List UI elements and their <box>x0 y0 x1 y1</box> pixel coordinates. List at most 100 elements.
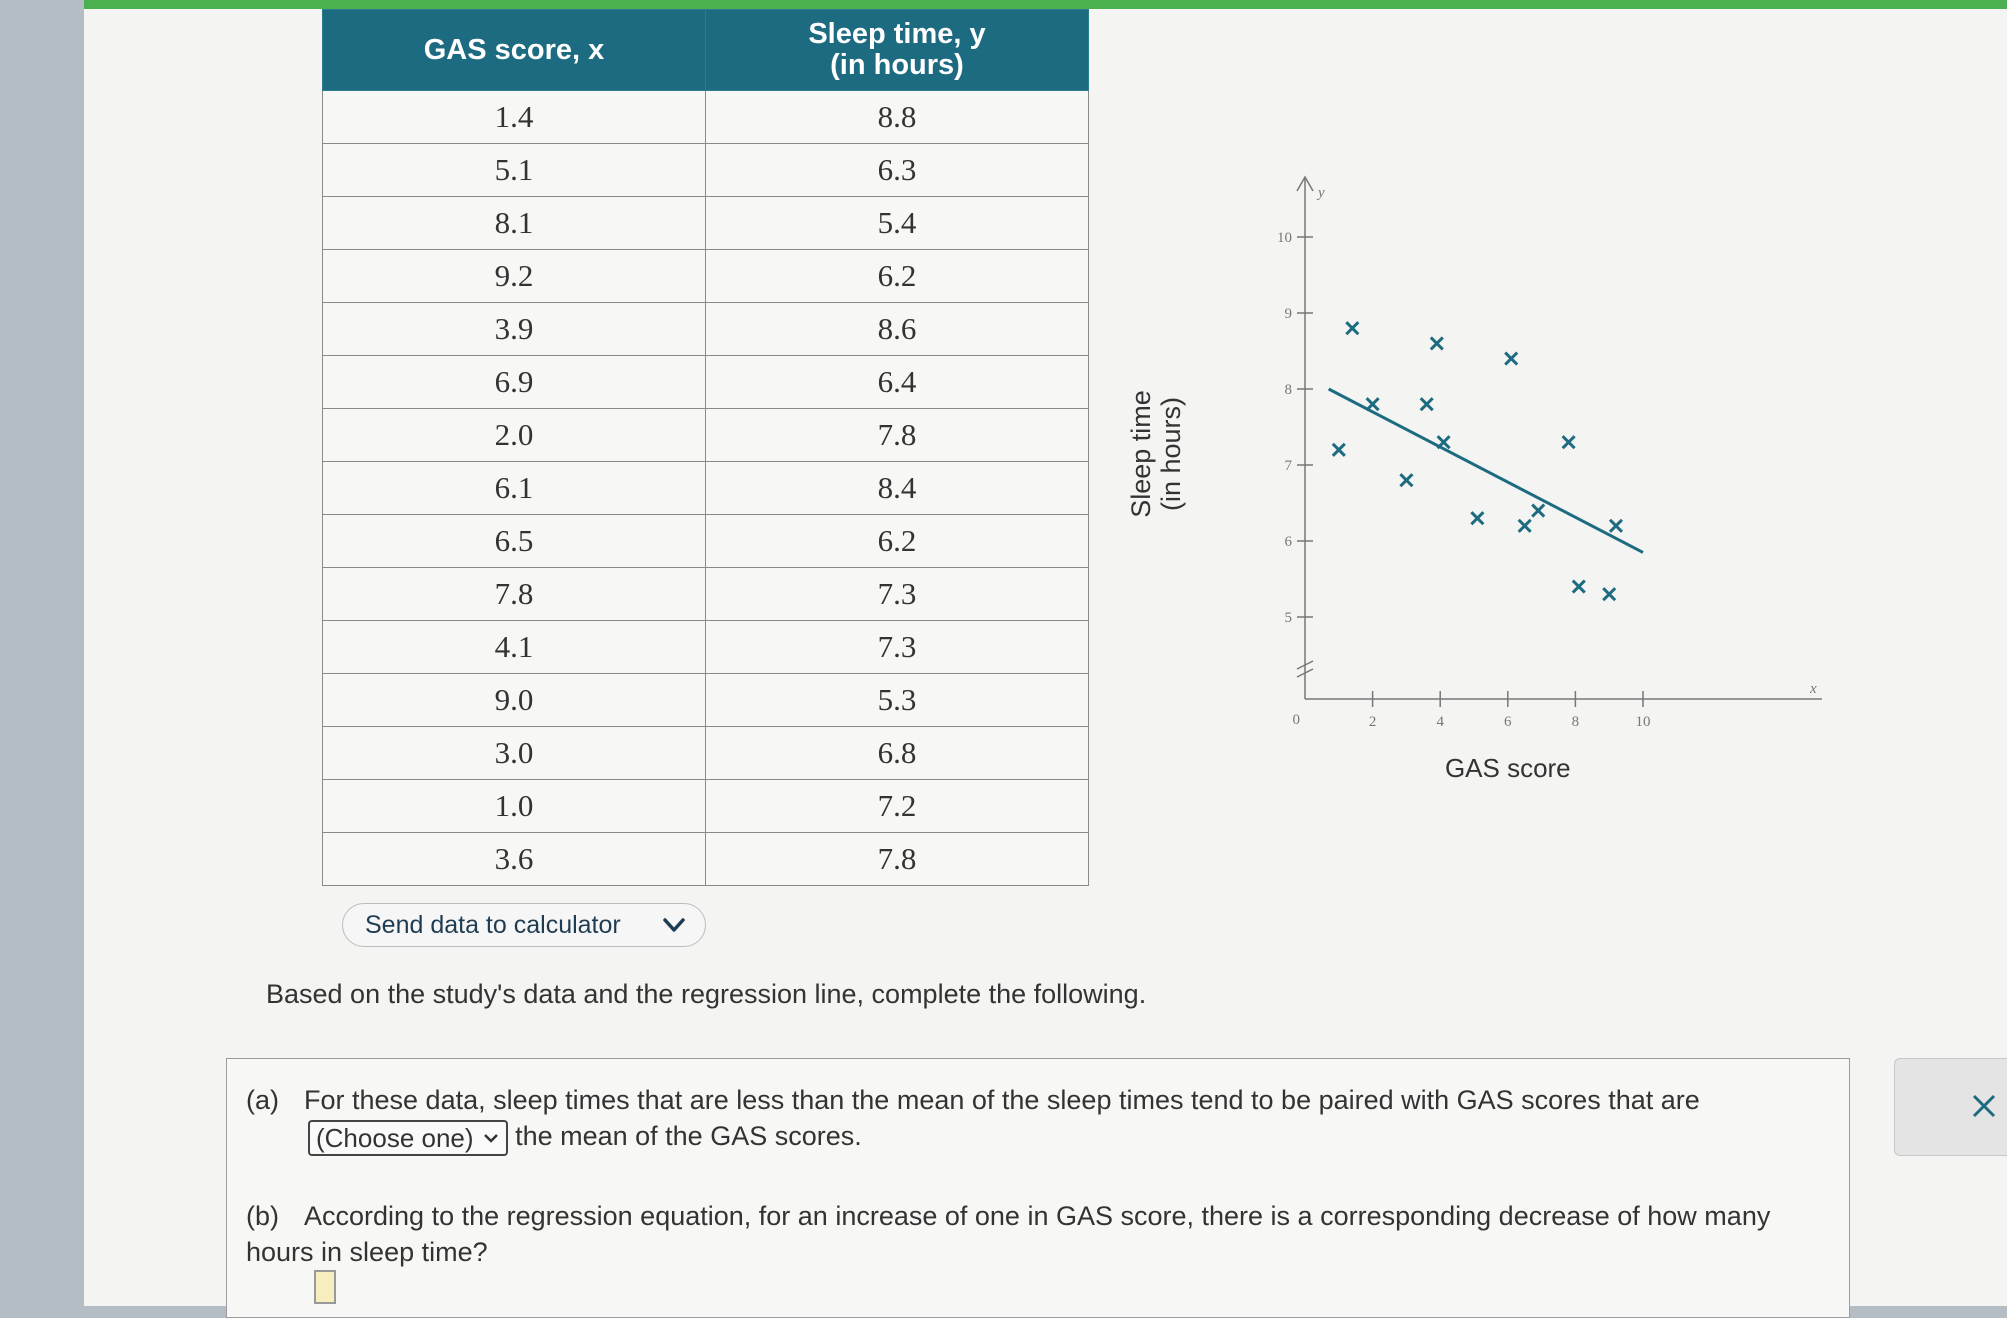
sleep-time-cell: 5.3 <box>705 673 1089 727</box>
question-a-label: (a) <box>246 1085 279 1115</box>
answer-input[interactable] <box>314 1270 336 1304</box>
chevron-down-icon <box>663 918 685 932</box>
sleep-time-cell: 6.4 <box>705 355 1089 409</box>
y-axis-letter: y <box>1316 185 1325 201</box>
table-row: 9.0 5.3 <box>322 673 1089 727</box>
gas-score-cell: 8.1 <box>322 196 706 250</box>
table-row: 9.2 6.2 <box>322 249 1089 303</box>
gas-score-cell: 3.6 <box>322 832 706 886</box>
send-data-to-calculator-button[interactable]: Send data to calculator <box>342 903 706 947</box>
y-tick-label: 5 <box>1285 610 1293 626</box>
data-point <box>1331 442 1346 457</box>
data-point <box>1531 503 1546 518</box>
chevron-down-icon <box>483 1133 498 1143</box>
close-icon <box>1972 1094 1996 1118</box>
data-point <box>1504 351 1519 366</box>
data-point <box>1608 518 1624 533</box>
table-row: 7.8 7.3 <box>322 567 1089 621</box>
top-accent-bar <box>84 0 2007 9</box>
table-row: 3.0 6.8 <box>322 726 1089 780</box>
sleep-time-cell: 8.4 <box>705 461 1089 515</box>
question-b: (b) According to the regression equation,… <box>246 1198 1826 1270</box>
gas-score-cell: 3.0 <box>322 726 706 780</box>
close-button[interactable] <box>1894 1058 2007 1156</box>
sleep-time-cell: 7.3 <box>705 620 1089 674</box>
data-point <box>1436 435 1451 450</box>
axis-break-mark <box>1296 668 1314 678</box>
gas-score-cell: 9.2 <box>322 249 706 303</box>
y-axis-arrow <box>1296 175 1314 192</box>
gas-score-cell: 7.8 <box>322 567 706 621</box>
table-row: 1.0 7.2 <box>322 779 1089 833</box>
instructions-text: Based on the study's data and the regres… <box>266 979 1147 1009</box>
gas-score-cell: 5.1 <box>322 143 706 197</box>
col-header-sleep-time: Sleep time, y (in hours) <box>705 9 1089 91</box>
sleep-time-cell: 8.6 <box>705 302 1089 356</box>
table-row: 5.1 6.3 <box>322 143 1089 197</box>
table-row: 8.1 5.4 <box>322 196 1089 250</box>
x-tick-label: 10 <box>1636 714 1651 730</box>
origin-label: 0 <box>1293 712 1301 728</box>
data-point <box>1399 473 1414 488</box>
table-row: 3.9 8.6 <box>322 302 1089 356</box>
x-tick-label: 8 <box>1572 714 1580 730</box>
question-b-label: (b) <box>246 1201 279 1231</box>
data-point <box>1517 518 1532 533</box>
y-tick-label: 6 <box>1285 534 1293 550</box>
gas-score-cell: 6.5 <box>322 514 706 568</box>
table-row: 1.4 8.8 <box>322 90 1089 144</box>
x-axis-title: GAS score <box>1445 753 1571 783</box>
question-a-text: For these data, sleep times that are les… <box>304 1085 1700 1115</box>
scatter-chart: 5 6 7 8 9 10 2 4 6 8 10 0 x y GAS score <box>1277 175 1822 783</box>
question-a: (a) For these data, sleep times that are … <box>246 1082 1826 1156</box>
sleep-time-cell: 5.4 <box>705 196 1089 250</box>
axis-break-mark <box>1296 660 1314 670</box>
y-tick-label: 9 <box>1285 306 1293 322</box>
data-table: GAS score, x Sleep time, y (in hours) 1.4… <box>322 9 1089 886</box>
sleep-time-cell: 6.2 <box>705 249 1089 303</box>
data-point <box>1419 397 1434 412</box>
x-tick-label: 6 <box>1504 714 1512 730</box>
question-b-text: According to the regression equation, fo… <box>246 1201 1771 1267</box>
question-box <box>226 1058 1850 1318</box>
comparison-select[interactable]: (Choose one) <box>308 1119 508 1156</box>
send-button-label: Send data to calculator <box>365 910 621 939</box>
sleep-time-cell: 7.2 <box>705 779 1089 833</box>
sleep-time-cell: 6.3 <box>705 143 1089 197</box>
gas-score-cell: 6.9 <box>322 355 706 409</box>
y-tick-label: 7 <box>1285 458 1293 474</box>
sleep-time-cell: 7.3 <box>705 567 1089 621</box>
sleep-time-cell: 6.8 <box>705 726 1089 780</box>
sleep-time-cell: 7.8 <box>705 408 1089 462</box>
data-point <box>1429 336 1444 351</box>
x-tick-label: 2 <box>1369 714 1377 730</box>
gas-score-cell: 3.9 <box>322 302 706 356</box>
question-a-text-after: the mean of the GAS scores. <box>515 1121 862 1151</box>
gas-score-cell: 1.0 <box>322 779 706 833</box>
table-row: 2.0 7.8 <box>322 408 1089 462</box>
regression-line <box>1327 387 1644 554</box>
data-point <box>1365 397 1380 412</box>
table-row: 6.9 6.4 <box>322 355 1089 409</box>
y-tick-label: 10 <box>1277 230 1292 246</box>
y-tick-label: 8 <box>1285 382 1293 398</box>
table-row: 6.1 8.4 <box>322 461 1089 515</box>
table-row: 6.5 6.2 <box>322 514 1089 568</box>
x-axis-letter: x <box>1809 681 1817 697</box>
gas-score-cell: 6.1 <box>322 461 706 515</box>
data-point <box>1345 321 1360 336</box>
gas-score-cell: 2.0 <box>322 408 706 462</box>
select-value: (Choose one) <box>316 1122 474 1153</box>
gas-score-cell: 4.1 <box>322 620 706 674</box>
sleep-time-cell: 6.2 <box>705 514 1089 568</box>
sleep-time-cell: 7.8 <box>705 832 1089 886</box>
data-point <box>1602 587 1617 602</box>
table-row: 3.6 7.8 <box>322 832 1089 886</box>
data-point <box>1470 511 1485 526</box>
x-tick-label: 4 <box>1436 714 1444 730</box>
sleep-time-cell: 8.8 <box>705 90 1089 144</box>
data-point <box>1571 579 1586 594</box>
table-row: 4.1 7.3 <box>322 620 1089 674</box>
gas-score-cell: 9.0 <box>322 673 706 727</box>
data-point <box>1561 435 1576 450</box>
